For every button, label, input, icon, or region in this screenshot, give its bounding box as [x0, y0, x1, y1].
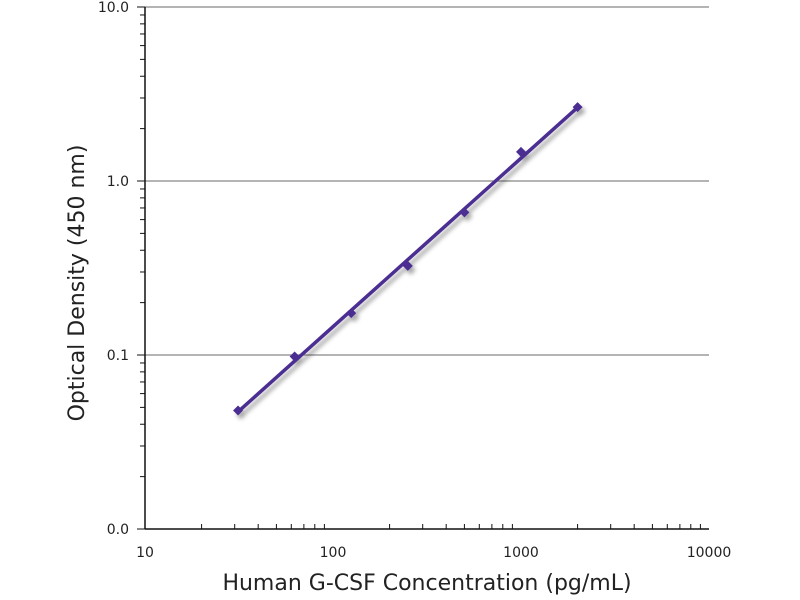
x-axis-label: Human G-CSF Concentration (pg/mL)	[222, 571, 631, 596]
gridlines	[145, 6, 709, 356]
y-tick-label: 1.0	[107, 174, 129, 190]
data-point	[402, 260, 413, 271]
data-point	[516, 146, 526, 157]
data-point	[572, 102, 583, 113]
plot-area	[233, 102, 583, 416]
y-tick-label: 0.1	[107, 348, 129, 364]
y-tick-label: 0.0	[107, 522, 129, 538]
data-point	[459, 207, 470, 218]
data-point	[233, 405, 244, 416]
data-point	[289, 351, 300, 362]
fit-line	[236, 106, 579, 414]
x-tick-label: 10	[136, 545, 154, 561]
x-tick-label: 100	[320, 545, 347, 561]
tick-labels: 10 100 1000 10000 0.0 0.1 1.0 10.0	[98, 0, 731, 561]
data-point	[346, 308, 357, 319]
x-tick-label: 10000	[687, 545, 732, 561]
y-tick-label: 10.0	[98, 0, 129, 16]
x-tick-label: 1000	[503, 545, 539, 561]
y-axis-label: Optical Density (450 nm)	[65, 145, 90, 422]
axes	[137, 6, 709, 530]
